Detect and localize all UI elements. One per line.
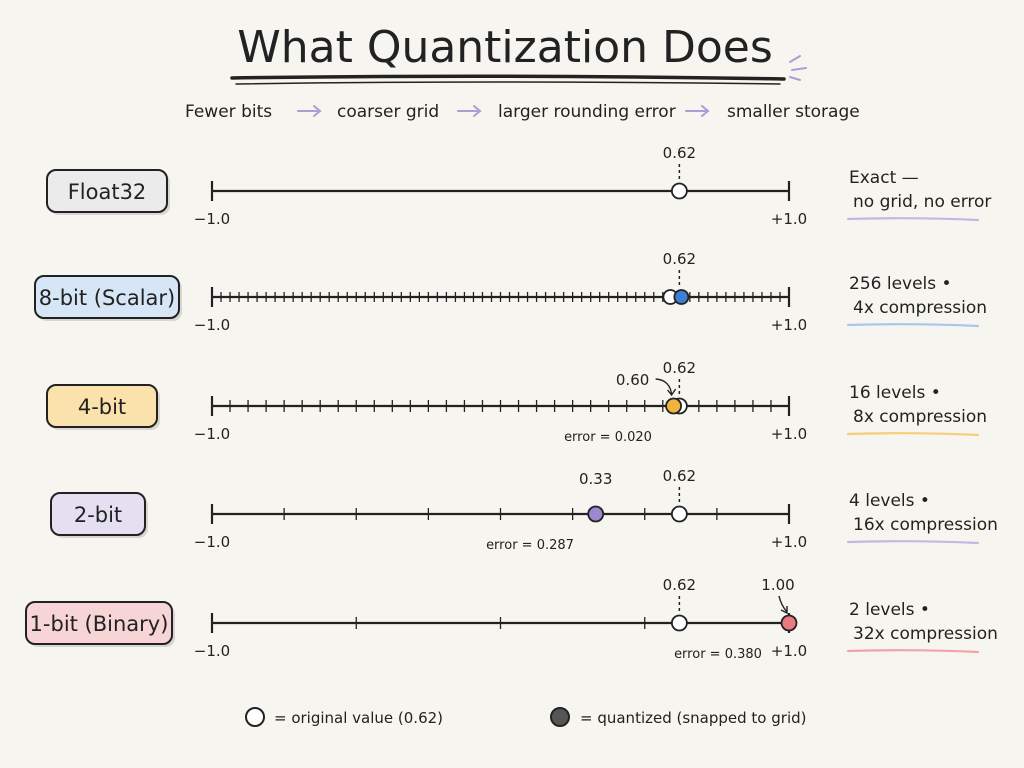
row-label: 1-bit (Binary): [30, 612, 169, 636]
note-line-1: 4 levels •: [849, 491, 930, 511]
quantized-value-label: 0.60: [616, 371, 649, 389]
axis-max-label: +1.0: [771, 316, 807, 334]
legend: = original value (0.62) = quantized (sna…: [245, 707, 807, 727]
row-bit2: 2-bit −1.0 +1.0 0.62 0.33 error = 0.287 4 leve…: [50, 467, 998, 553]
flow-step-fewer-bits: Fewer bits: [185, 102, 272, 122]
axis-min-label: −1.0: [194, 642, 230, 660]
note-line-2: 16x compression: [853, 515, 998, 535]
flow-step-smaller-storage: smaller storage: [727, 102, 860, 122]
flow-arrow-icon: [297, 105, 322, 117]
note-line-1: 16 levels •: [849, 383, 941, 403]
label-box: [25, 601, 173, 645]
row-label: 2-bit: [74, 503, 122, 527]
note-line-2: 8x compression: [853, 407, 987, 427]
original-value-label: 0.62: [663, 144, 696, 162]
error-label: error = 0.020: [564, 430, 652, 445]
note-line-1: 2 levels •: [849, 600, 930, 620]
quantized-value-label: 0.33: [579, 470, 612, 488]
quantized-marker: [673, 289, 690, 305]
original-value-label: 0.62: [663, 467, 696, 485]
quantized-arrow-icon: [655, 378, 673, 395]
flow-arrow-icon: [685, 105, 710, 117]
diagram-title: What Quantization Does: [237, 22, 773, 73]
original-marker: [670, 182, 688, 200]
note-line-2: no grid, no error: [853, 192, 991, 212]
row-float32: Float32 −1.0 +1.0 0.62 Exact — no grid, no er…: [46, 144, 991, 228]
title-underline: [230, 74, 786, 81]
original-marker: [670, 505, 688, 523]
quantized-arrowhead-icon: [667, 388, 677, 397]
quantized-marker: [665, 397, 682, 415]
label-box: [50, 492, 146, 536]
flow-arrow-icon: [457, 105, 482, 117]
axis-max-label: +1.0: [771, 425, 807, 443]
note-underline: [846, 649, 980, 654]
row-label: Float32: [68, 180, 147, 204]
note-underline: [846, 432, 980, 437]
axis-min-label: −1.0: [194, 425, 230, 443]
quantized-arrowhead-icon: [780, 606, 788, 615]
axis-max-label: +1.0: [771, 210, 807, 228]
legend-original-label: = original value (0.62): [274, 709, 443, 727]
quantization-rows: Float32 −1.0 +1.0 0.62 Exact — no grid, no er…: [25, 144, 998, 662]
error-label: error = 0.380: [674, 647, 762, 662]
legend-quantized-marker: [550, 707, 570, 727]
label-box: [46, 169, 168, 213]
note-line-2: 32x compression: [853, 624, 998, 644]
note-underline: [846, 217, 980, 222]
axis-min-label: −1.0: [194, 316, 230, 334]
quantized-arrow-icon: [778, 595, 788, 613]
row-bit1: 1-bit (Binary) −1.0 +1.0 0.62 1.00 error = 0.…: [25, 576, 998, 662]
legend-quantized-label: = quantized (snapped to grid): [580, 709, 807, 727]
axis-max-label: +1.0: [771, 533, 807, 551]
row-bit4: 4-bit −1.0 +1.0 0.62 0.60 error = 0.020 16 lev…: [46, 359, 987, 445]
original-value-label: 0.62: [663, 250, 696, 268]
axis-max-label: +1.0: [771, 642, 807, 660]
flow-step-rounding-error: larger rounding error: [498, 102, 676, 122]
row-label: 8-bit (Scalar): [39, 286, 175, 310]
quantized-marker: [780, 614, 798, 632]
quantized-value-label: 1.00: [761, 576, 794, 594]
row-scalar8: 8-bit (Scalar) −1.0 +1.0 0.62 256 levels • 4x…: [34, 250, 987, 334]
flow-subtitle: Fewer bits coarser grid larger rounding …: [185, 102, 860, 122]
title-underline-secondary: [235, 81, 781, 85]
axis-min-label: −1.0: [194, 533, 230, 551]
legend-original-marker: [245, 707, 265, 727]
note-underline: [846, 323, 980, 328]
error-label: error = 0.287: [486, 538, 574, 553]
label-box: [46, 384, 158, 428]
original-value-label: 0.62: [663, 359, 696, 377]
title-spark-icon: [789, 55, 807, 81]
flow-step-coarser-grid: coarser grid: [337, 102, 439, 122]
label-box: [34, 275, 180, 319]
note-underline: [846, 540, 980, 545]
original-value-label: 0.62: [663, 576, 696, 594]
note-line-1: 256 levels •: [849, 274, 952, 294]
axis-min-label: −1.0: [194, 210, 230, 228]
note-line-1: Exact —: [849, 168, 919, 188]
original-marker: [670, 614, 688, 632]
note-line-2: 4x compression: [853, 298, 987, 318]
row-label: 4-bit: [78, 395, 126, 419]
quantized-marker: [587, 505, 605, 523]
